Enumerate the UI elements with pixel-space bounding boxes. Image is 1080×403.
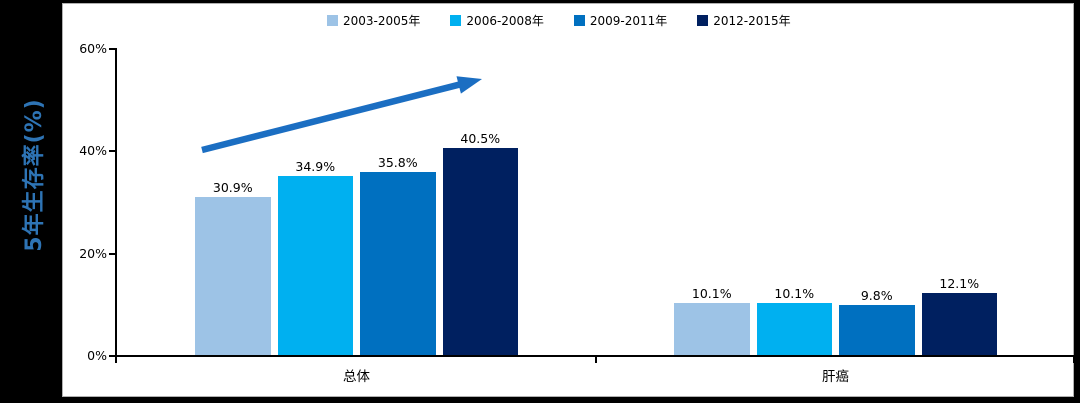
legend-swatch-icon [327, 15, 338, 26]
y-tick [109, 355, 115, 357]
x-tick [1073, 355, 1075, 363]
x-tick [595, 355, 597, 363]
trend-arrow [201, 76, 482, 154]
bar-2006-2008年-肝癌 [756, 303, 832, 355]
bar-2009-2011年-肝癌 [839, 304, 915, 355]
y-tick-label: 0% [87, 348, 107, 363]
x-tick [115, 355, 117, 363]
bar-value-label: 35.8% [377, 154, 418, 170]
legend-swatch-icon [450, 15, 462, 26]
bar-value-label: 30.9% [212, 179, 253, 195]
category-label: 肝癌 [822, 369, 849, 385]
chart-panel: 2003-2005年 2006-2008年 2009-2011年 2012-2015年… [62, 3, 1075, 397]
bar-2012-2015年-肝癌 [921, 293, 997, 355]
y-tick-label: 60% [79, 41, 107, 56]
y-tick-label: 40% [79, 143, 107, 159]
legend-label: 2006-2008年 [466, 14, 544, 28]
trend-arrow-head [456, 76, 482, 94]
legend: 2003-2005年 2006-2008年 2009-2011年 2012-2015年 [327, 12, 791, 29]
legend-item: 2006-2008年 [450, 12, 544, 29]
category-label: 总体 [343, 369, 370, 385]
y-tick [109, 252, 115, 255]
y-tick-label: 20% [79, 245, 107, 261]
bar-2012-2015年-总体 [442, 147, 518, 355]
legend-item: 2009-2011年 [573, 12, 668, 29]
trend-arrow-shaft [201, 81, 460, 154]
legend-label: 2003-2005年 [343, 14, 421, 28]
legend-swatch-icon [697, 15, 709, 26]
bar-value-label: 10.1% [774, 286, 815, 302]
legend-item: 2003-2005年 [327, 12, 420, 29]
bar-2009-2011年-总体 [360, 171, 436, 355]
legend-label: 2009-2011年 [589, 14, 668, 28]
bar-2006-2008年-总体 [277, 176, 353, 355]
bar-value-label: 10.1% [691, 286, 732, 302]
bar-value-label: 12.1% [939, 276, 980, 292]
y-axis-line [115, 48, 117, 357]
bar-value-label: 9.8% [860, 287, 893, 303]
y-tick [109, 48, 115, 50]
legend-label: 2012-2015年 [713, 14, 791, 28]
bar-2003-2005年-总体 [195, 196, 271, 355]
legend-swatch-icon [573, 15, 585, 26]
y-tick [109, 150, 115, 153]
bar-2003-2005年-肝癌 [674, 303, 750, 355]
legend-item: 2012-2015年 [697, 12, 791, 29]
y-axis-title: 5年生存率(%) [22, 98, 47, 252]
bar-value-label: 40.5% [460, 130, 501, 146]
bar-value-label: 34.9% [295, 159, 336, 175]
